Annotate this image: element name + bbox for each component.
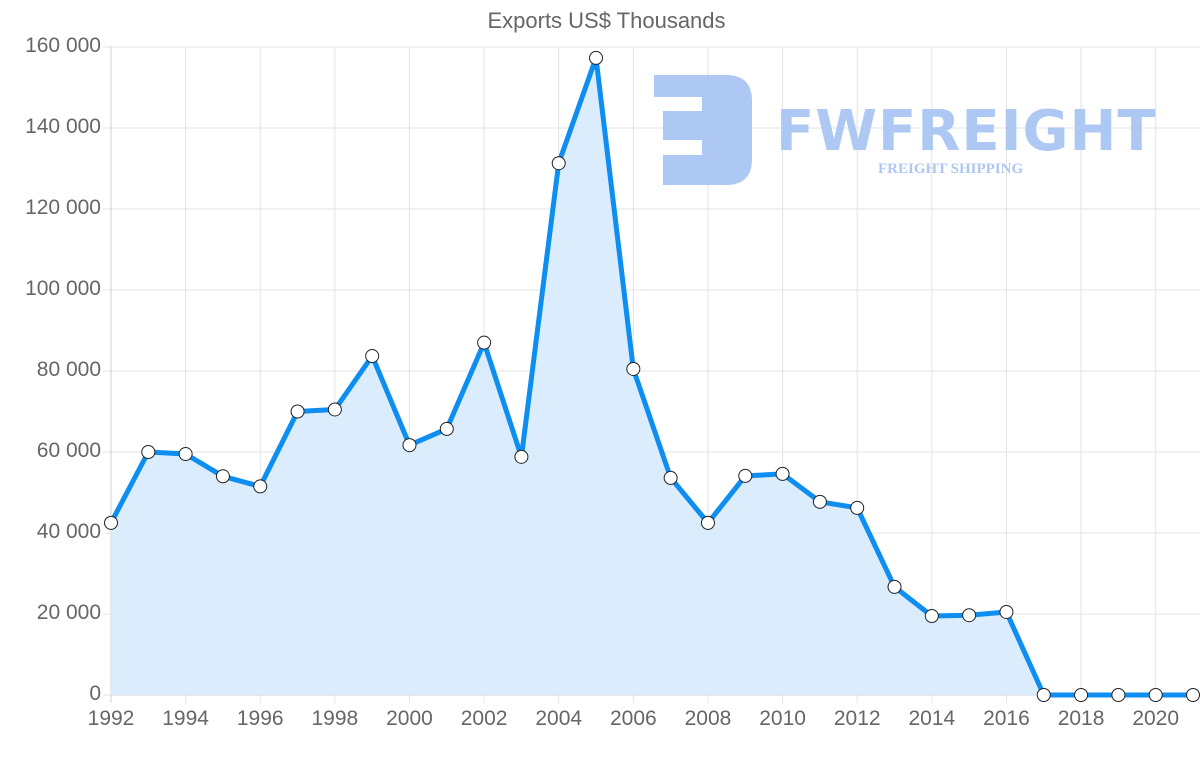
series-line <box>108 55 1193 698</box>
data-point[interactable] <box>1148 688 1163 702</box>
data-point[interactable] <box>1111 688 1126 702</box>
data-point[interactable] <box>1036 688 1051 702</box>
data-point[interactable] <box>439 421 454 436</box>
x-tick-label: 2000 <box>386 707 433 730</box>
y-tick-label: 0 <box>89 682 101 705</box>
data-point[interactable] <box>924 609 939 624</box>
data-point[interactable] <box>1186 688 1200 702</box>
x-tick-label: 1994 <box>162 707 209 730</box>
y-tick-label: 120 000 <box>25 196 101 219</box>
data-point[interactable] <box>626 361 641 376</box>
data-point[interactable] <box>663 470 678 485</box>
data-point[interactable] <box>327 402 342 417</box>
data-point[interactable] <box>365 349 380 364</box>
data-point[interactable] <box>141 445 156 459</box>
data-point[interactable] <box>253 479 268 494</box>
data-point[interactable] <box>551 156 566 171</box>
x-tick-label: 2020 <box>1132 707 1180 730</box>
data-point[interactable] <box>1074 688 1089 702</box>
y-tick-label: 40 000 <box>36 520 101 543</box>
data-point[interactable] <box>290 404 305 419</box>
x-tick-label: 2004 <box>535 707 583 730</box>
x-tick-label: 1996 <box>236 707 284 730</box>
data-point[interactable] <box>402 438 417 453</box>
data-point[interactable] <box>700 515 715 530</box>
data-point[interactable] <box>850 500 865 515</box>
x-tick-label: 1998 <box>311 707 359 730</box>
y-tick-label: 100 000 <box>25 277 101 300</box>
chart-title: Exports US$ Thousands <box>487 8 726 33</box>
data-point[interactable] <box>104 515 118 530</box>
data-point[interactable] <box>775 466 790 481</box>
data-point[interactable] <box>477 335 492 350</box>
data-point[interactable] <box>812 494 827 509</box>
x-tick-label: 2002 <box>460 707 508 730</box>
data-point[interactable] <box>514 449 529 464</box>
data-point[interactable] <box>589 50 604 65</box>
y-tick-label: 80 000 <box>36 358 101 381</box>
y-tick-label: 20 000 <box>36 601 101 624</box>
data-point[interactable] <box>962 608 977 623</box>
x-tick-label: 2012 <box>833 707 881 730</box>
y-tick-label: 60 000 <box>36 439 101 462</box>
data-point[interactable] <box>215 469 230 484</box>
series-area-fill <box>111 57 1193 695</box>
data-point[interactable] <box>999 604 1014 619</box>
x-tick-label: 2010 <box>759 707 806 730</box>
data-point[interactable] <box>178 447 193 462</box>
x-tick-label: 2006 <box>609 707 657 730</box>
x-tick-label: 2018 <box>1057 707 1105 730</box>
x-tick-label: 2016 <box>983 707 1030 730</box>
x-tick-label: 2008 <box>684 707 732 730</box>
x-tick-label: 2014 <box>908 707 956 730</box>
data-point[interactable] <box>738 468 753 483</box>
x-tick-label: 1992 <box>87 707 135 730</box>
y-tick-label: 140 000 <box>25 115 101 138</box>
y-tick-label: 160 000 <box>25 34 101 57</box>
data-point[interactable] <box>887 579 902 594</box>
